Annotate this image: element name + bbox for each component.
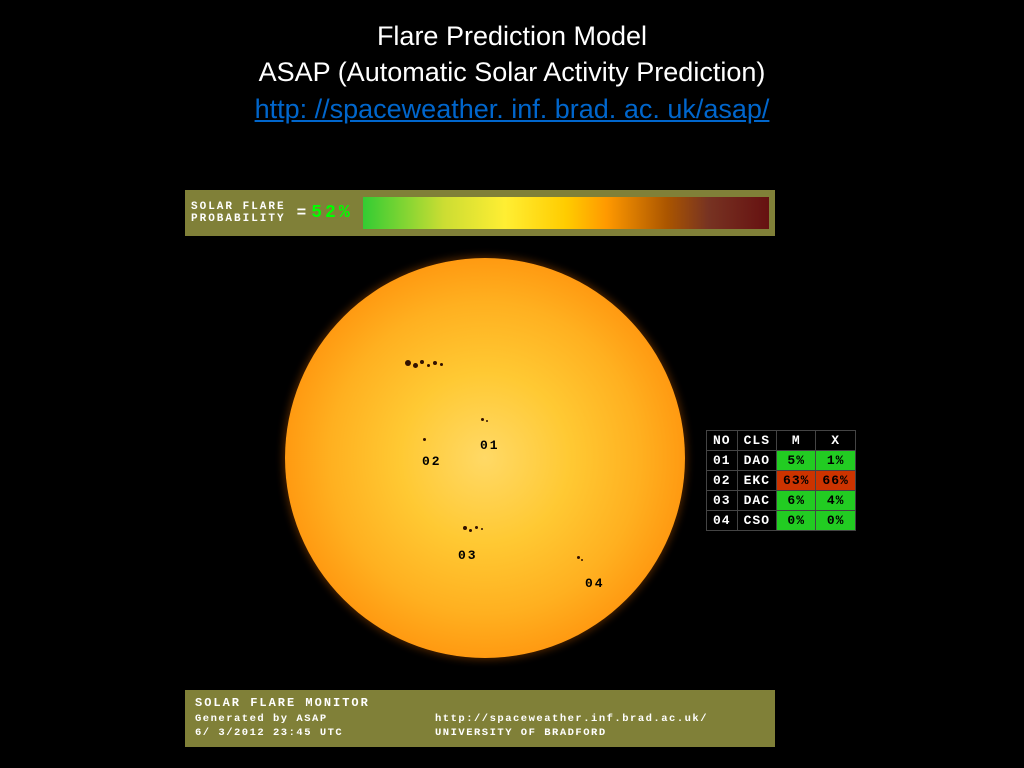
sunspot [486,420,488,422]
sunspot [475,526,478,529]
footer-gen1: Generated by ASAP [195,713,435,727]
th-m: M [777,431,816,451]
th-x: X [816,431,855,451]
header-link[interactable]: http: //spaceweather. inf. brad. ac. uk/… [255,94,770,124]
sunspot [481,418,484,421]
cell-m: 5% [777,451,816,471]
probability-label: SOLAR FLARE PROBABILITY [191,201,286,225]
flare-table: NO CLS M X 01DAO5%1%02EKC63%66%03DAC6%4%… [706,430,856,531]
sunspot [440,363,443,366]
sunspot [413,363,418,368]
sunspot [577,556,580,559]
table-row: 03DAC6%4% [707,491,856,511]
footer-col-right: http://spaceweather.inf.brad.ac.uk/ UNIV… [435,713,765,740]
table-row: 04CSO0%0% [707,511,856,531]
cell-m: 63% [777,471,816,491]
sunspot [423,438,426,441]
probability-value: 52% [311,203,352,223]
footer-url: http://spaceweather.inf.brad.ac.uk/ [435,713,765,727]
sun-region-label: 03 [458,548,478,563]
cell-x: 4% [816,491,855,511]
cell-cls: CSO [737,511,776,531]
footer-gen2: 6/ 3/2012 23:45 UTC [195,727,435,741]
table-header-row: NO CLS M X [707,431,856,451]
footer-bar: SOLAR FLARE MONITOR Generated by ASAP 6/… [185,690,775,747]
sunspot [427,364,430,367]
cell-no: 04 [707,511,738,531]
probability-gradient [363,197,769,229]
sunspot [433,361,437,365]
footer-title: SOLAR FLARE MONITOR [195,696,765,710]
footer-org: UNIVERSITY OF BRADFORD [435,727,765,741]
table-row: 02EKC63%66% [707,471,856,491]
footer-columns: Generated by ASAP 6/ 3/2012 23:45 UTC ht… [195,713,765,740]
cell-cls: EKC [737,471,776,491]
sun-region-label: 04 [585,576,605,591]
header-line1: Flare Prediction Model [0,18,1024,54]
cell-x: 66% [816,471,855,491]
footer-col-left: Generated by ASAP 6/ 3/2012 23:45 UTC [195,713,435,740]
th-cls: CLS [737,431,776,451]
cell-cls: DAO [737,451,776,471]
cell-x: 0% [816,511,855,531]
cell-x: 1% [816,451,855,471]
th-no: NO [707,431,738,451]
sunspot [469,529,472,532]
sun-disk: 01 02 03 04 [285,258,685,658]
cell-m: 6% [777,491,816,511]
sunspot [420,360,424,364]
sunspot [481,528,483,530]
header-line2: ASAP (Automatic Solar Activity Predictio… [0,54,1024,90]
cell-cls: DAC [737,491,776,511]
sun-region-label: 02 [422,454,442,469]
sun-container: 01 02 03 04 [285,258,685,658]
sunspot [581,559,583,561]
probability-bar: SOLAR FLARE PROBABILITY = 52% [185,190,775,236]
sun-region-label: 01 [480,438,500,453]
cell-no: 02 [707,471,738,491]
cell-no: 01 [707,451,738,471]
page-header: Flare Prediction Model ASAP (Automatic S… [0,0,1024,127]
probability-equals: = [297,204,307,222]
sunspot [405,360,411,366]
cell-no: 03 [707,491,738,511]
cell-m: 0% [777,511,816,531]
sunspot [463,526,467,530]
table-row: 01DAO5%1% [707,451,856,471]
